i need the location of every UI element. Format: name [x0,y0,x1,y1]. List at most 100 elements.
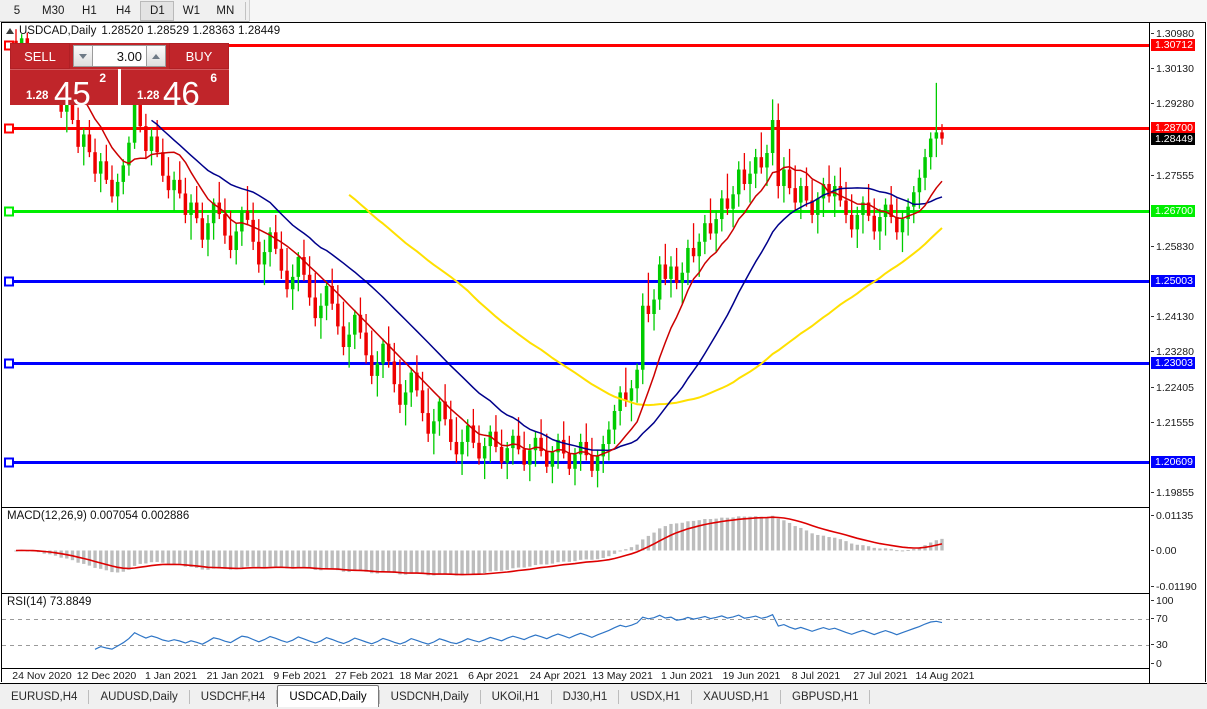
price-tag-label[interactable]: 1.28449 [1151,132,1195,145]
buy-price-big: 46 [163,75,200,112]
chart-tab-xauusd-h1[interactable]: XAUUSD,H1 [703,690,769,703]
sell-price-point: 2 [99,71,106,85]
price-tick: 1.24130 [1150,311,1206,323]
date-tick: 6 Apr 2021 [468,670,519,682]
date-tick: 1 Jun 2021 [661,670,713,682]
chart-tab-usdcnh-daily[interactable]: USDCNH,Daily [390,690,469,703]
volume-input[interactable]: 3.00 [93,45,146,67]
date-tick: 24 Nov 2020 [12,670,72,682]
chart-ohlc-values: 1.28520 1.28529 1.28363 1.28449 [101,24,281,37]
price-tag-label[interactable]: 1.25003 [1151,274,1195,287]
chart-tab-usdcad-daily[interactable]: USDCAD,Daily [277,684,379,709]
buy-price-point: 6 [210,71,217,85]
macd-indicator-label: MACD(12,26,9) 0.007054 0.002886 [7,510,190,522]
chart-tab-eurusd-h4[interactable]: EURUSD,H4 [11,690,78,703]
price-tick: 1.30130 [1150,63,1206,75]
volume-stepper[interactable]: 3.00 [70,43,169,69]
chart-tab-audusd-daily[interactable]: AUDUSD,Daily [100,690,178,703]
price-tag-label[interactable]: 1.23003 [1151,357,1195,370]
tab-separator [479,689,481,704]
rsi-chart-layer [2,613,1151,650]
chart-canvas-window[interactable]: USDCAD,Daily 1.28520 1.28529 1.28363 1.2… [1,22,1206,683]
rsi-tick-70: 70 [1150,613,1206,625]
volume-increase-button[interactable] [146,45,166,67]
chart-tab-dj30-h1[interactable]: DJ30,H1 [562,690,608,703]
chart-symbol-period: USDCAD,Daily [19,24,97,37]
timeframe-buttons: 5 M30 H1 H4 D1 W1 MN [0,0,242,21]
rsi-tick-100: 100 [1150,595,1206,607]
buy-price-cell[interactable]: 1.28 46 6 [121,69,229,110]
volume-decrease-button[interactable] [73,45,93,67]
timeframe-button-mn[interactable]: MN [216,4,235,17]
price-tick: 1.21555 [1150,417,1206,429]
price-tag-label[interactable]: 1.26700 [1151,204,1195,217]
sell-price-prefix: 1.28 [26,90,49,102]
tab-separator [550,689,552,704]
timeframe-button-m30[interactable]: M30 [42,4,65,17]
price-tick: 1.25830 [1150,241,1206,253]
tab-separator [618,689,620,704]
trade-price-row: 1.28 45 2 1.28 46 6 [10,69,229,110]
rsi-indicator-label: RSI(14) 73.8849 [7,596,92,608]
buy-price-prefix: 1.28 [137,90,160,102]
date-tick: 12 Dec 2020 [76,670,137,682]
date-tick: 27 Feb 2021 [335,670,394,682]
timeframe-toolbar: 5 M30 H1 H4 D1 W1 MN [0,0,1207,22]
tab-separator [88,689,90,704]
chart-title-bar: USDCAD,Daily 1.28520 1.28529 1.28363 1.2… [2,23,1205,38]
date-tick: 18 Mar 2021 [399,670,459,682]
timeframe-button-5[interactable]: 5 [13,4,21,17]
chart-tab-gbpusd-h1[interactable]: GBPUSD,H1 [792,690,859,703]
sell-price-cell[interactable]: 1.28 45 2 [10,69,118,110]
date-tick: 14 Aug 2021 [915,670,975,682]
tab-separator [276,689,278,704]
rsi-tick-0: 0 [1150,658,1206,670]
trade-controls-row: SELL 3.00 BUY [10,43,229,69]
date-tick: 1 Jan 2021 [145,670,197,682]
macd-tick-zero: 0.00 [1150,545,1206,557]
timeframe-button-h1[interactable]: H1 [82,4,97,17]
tabs-empty-area [870,684,1207,709]
price-tick: 1.29280 [1150,98,1206,110]
price-tick: 1.22405 [1150,382,1206,394]
chart-tab-usdchf-h4[interactable]: USDCHF,H4 [200,690,266,703]
tab-separator [691,689,693,704]
collapse-triangle-icon[interactable] [6,27,14,34]
one-click-trading-panel[interactable]: SELL 3.00 BUY 1.28 45 2 1.28 46 6 [10,43,229,110]
rsi-pane-divider [2,593,1151,594]
price-tick: 1.30980 [1150,28,1206,40]
price-tick: 1.23280 [1150,346,1206,358]
macd-pane-divider [2,507,1151,508]
timeframe-button-w1[interactable]: W1 [182,4,200,17]
date-tick: 19 Jun 2021 [722,670,781,682]
date-tick: 8 Jul 2021 [791,670,841,682]
date-tick: 24 Apr 2021 [529,670,587,682]
sell-price-big: 45 [54,75,91,112]
timeframe-button-h4[interactable]: H4 [116,4,131,17]
rsi-tick-30: 30 [1150,639,1206,651]
price-tag-label[interactable]: 1.20609 [1151,456,1195,469]
price-tag-label[interactable]: 1.30712 [1151,39,1195,52]
price-axis[interactable]: 1.30980 1.30130 1.29280 1.27555 1.25830 1.241… [1149,23,1205,683]
chart-tab-usdx-h1[interactable]: USDX,H1 [630,690,681,703]
toolbar-empty-area [249,0,1207,22]
toolbar-separator [245,1,247,20]
date-tick: 13 May 2021 [592,670,653,682]
tab-separator [869,689,871,704]
tab-separator [378,689,380,704]
tab-separator [780,689,781,704]
buy-button[interactable]: BUY [169,43,229,69]
sell-button[interactable]: SELL [10,43,70,69]
timeframe-button-d1[interactable]: D1 [140,0,175,21]
tab-separator [188,689,190,704]
date-tick: 9 Feb 2021 [273,670,327,682]
macd-tick-max: 0.01135 [1150,510,1206,522]
date-axis[interactable]: 24 Nov 2020 12 Dec 2020 1 Jan 2021 21 Jan 2… [2,668,1151,683]
chart-tab-ukoil-h1[interactable]: UKOil,H1 [491,690,540,703]
macd-chart-layer [14,515,944,576]
price-tick: 1.19855 [1150,487,1206,499]
price-tag-label[interactable]: 1.28700 [1151,122,1195,135]
chart-tabs-bar: EURUSD,H4 AUDUSD,Daily USDCHF,H4 USDCAD,Dai… [0,683,1207,709]
date-tick: 27 Jul 2021 [853,670,908,682]
